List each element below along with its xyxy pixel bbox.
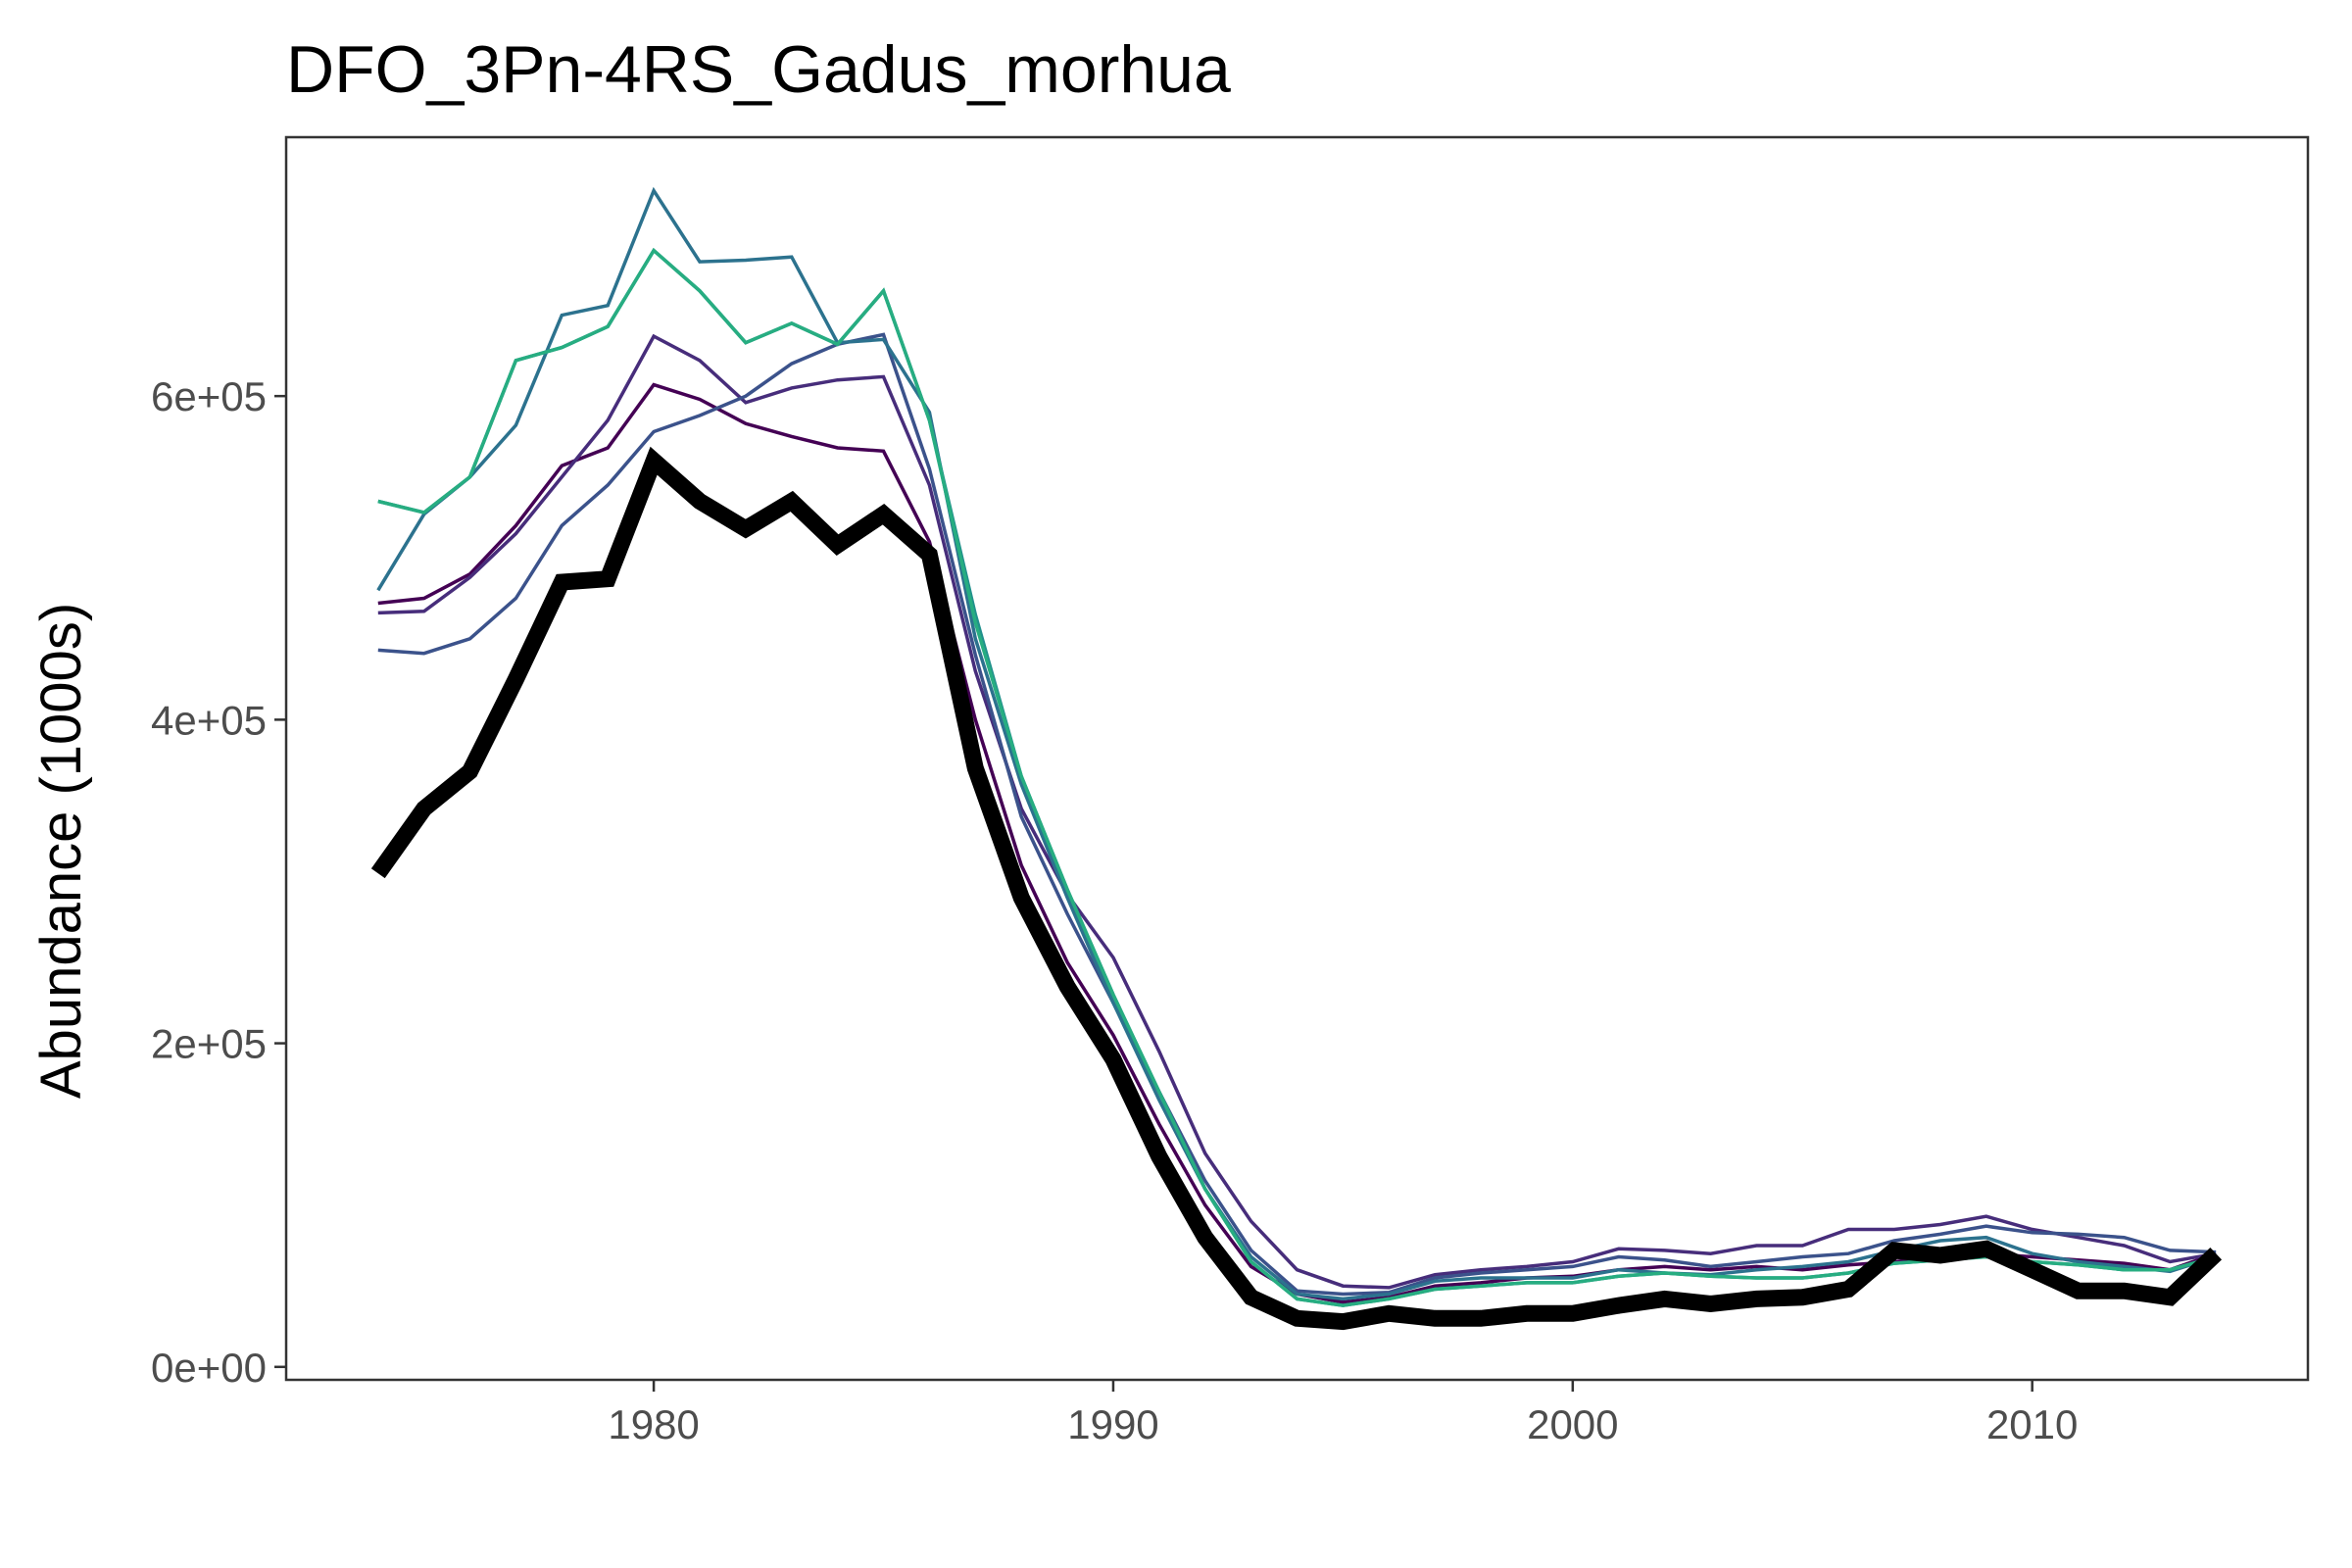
series-6	[377, 247, 2217, 1307]
series-line-6	[377, 247, 2217, 1307]
x-tick-label-2: 2000	[1527, 1401, 1618, 1447]
series-layer	[370, 186, 2223, 1331]
series-3	[377, 332, 2217, 1297]
x-tick-label-1: 1990	[1067, 1401, 1158, 1447]
series-0	[370, 446, 2223, 1331]
series-line-2	[377, 333, 2217, 1290]
y-tick-label-2: 4e+05	[151, 697, 267, 743]
plot-panel	[284, 135, 2310, 1382]
y-axis: 0e+00 2e+05 4e+05 6e+05	[151, 373, 286, 1391]
x-tick-label-0: 1980	[608, 1401, 699, 1447]
y-tick-label-3: 6e+05	[151, 373, 267, 419]
x-axis: 1980 1990 2000 2010	[608, 1380, 2078, 1447]
y-tick-label-0: 0e+00	[151, 1345, 267, 1391]
chart-title: DFO_3Pn-4RS_Gadus_morhua	[286, 32, 1231, 107]
series-line-0	[370, 446, 2223, 1331]
y-tick-label-1: 2e+05	[151, 1021, 267, 1067]
series-2	[377, 333, 2217, 1290]
x-tick-label-3: 2010	[1986, 1401, 2078, 1447]
y-axis-label: Abundance (1000s)	[29, 603, 93, 1099]
series-line-3	[377, 332, 2217, 1297]
